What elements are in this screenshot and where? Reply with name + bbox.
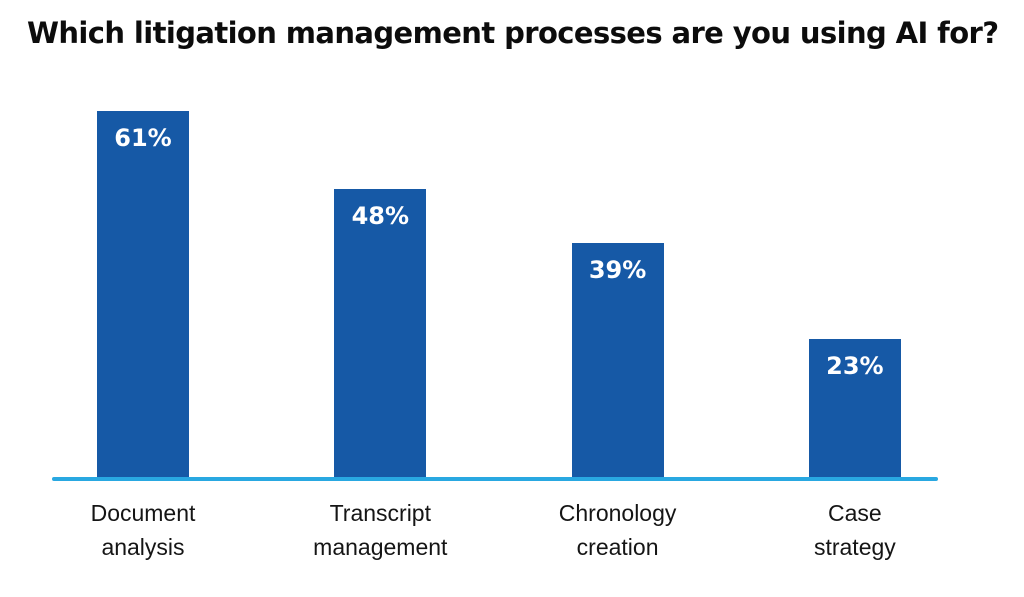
x-axis-label-document-analysis: Document analysis [90,500,196,560]
x-axis-label-transcript-management: Transcript management [313,500,448,560]
bar-case-strategy: 23% [808,339,901,477]
bar-value-label: 48% [351,202,410,230]
x-axis-label-case-strategy: Case strategy [813,500,896,560]
bar-document-analysis: 61% [97,111,189,477]
bar-transcript-management: 48% [334,189,427,477]
bar-chronology-creation: 39% [571,243,664,477]
bar-value-label: 61% [114,124,172,152]
bar-value-label: 39% [588,256,647,284]
x-axis-line [52,477,938,481]
x-axis-label-chronology-creation: Chronology creation [558,500,677,560]
chart-title: Which litigation management processes ar… [27,16,999,50]
bar-value-label: 23% [826,352,884,380]
